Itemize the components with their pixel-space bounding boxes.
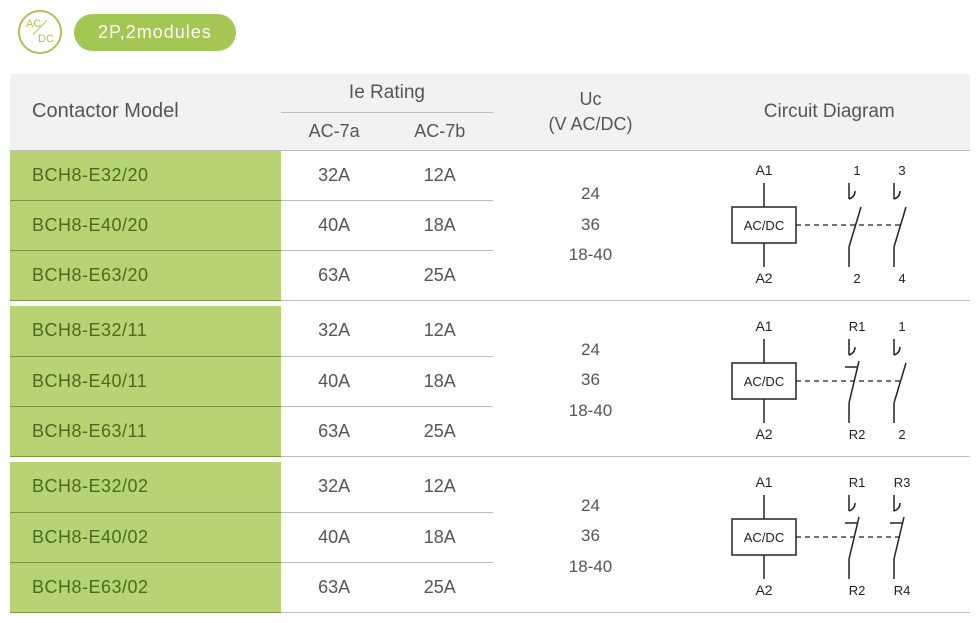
svg-text:A2: A2	[756, 582, 773, 598]
hdr-uc-l2: (V AC/DC)	[549, 114, 633, 134]
svg-text:A2: A2	[756, 426, 773, 442]
ac7b-cell: 25A	[387, 406, 493, 456]
table-row: BCH8-E32/0232A12A243618-40A1A2AC/DCR1R2R…	[10, 462, 970, 512]
uc-cell: 243618-40	[493, 150, 689, 300]
ac7b-cell: 12A	[387, 150, 493, 200]
svg-text:R1: R1	[849, 475, 866, 490]
ac7b-cell: 18A	[387, 512, 493, 562]
svg-text:2: 2	[854, 271, 861, 286]
model-cell: BCH8-E40/20	[10, 200, 281, 250]
table-row: BCH8-E32/2032A12A243618-40A1A2AC/DC1234	[10, 150, 970, 200]
table: Contactor Model Ie Rating Uc (V AC/DC) C…	[10, 74, 970, 613]
circuit-cell: A1 A2 AC/DC R1 R2 1 2	[689, 306, 970, 456]
svg-text:R1: R1	[849, 319, 866, 334]
circuit-cell: A1 A2 AC/DC 1 2 3 4	[689, 150, 970, 300]
svg-text:A2: A2	[756, 270, 773, 286]
hdr-model: Contactor Model	[10, 74, 281, 150]
ac7a-cell: 63A	[281, 562, 387, 612]
ac7b-cell: 18A	[387, 200, 493, 250]
svg-text:AC/DC: AC/DC	[744, 374, 784, 389]
ac7a-cell: 40A	[281, 200, 387, 250]
table-header: Contactor Model Ie Rating Uc (V AC/DC) C…	[10, 74, 970, 150]
svg-text:3: 3	[899, 163, 906, 178]
svg-text:A1: A1	[756, 162, 773, 178]
ac7a-cell: 32A	[281, 462, 387, 512]
hdr-uc-l1: Uc	[580, 89, 602, 109]
model-cell: BCH8-E32/02	[10, 462, 281, 512]
model-cell: BCH8-E63/02	[10, 562, 281, 612]
svg-text:R2: R2	[849, 583, 866, 598]
svg-text:A1: A1	[756, 474, 773, 490]
model-cell: BCH8-E32/11	[10, 306, 281, 356]
ac7a-cell: 32A	[281, 150, 387, 200]
model-cell: BCH8-E63/20	[10, 250, 281, 300]
pill-badge: 2P,2modules	[74, 14, 236, 51]
model-cell: BCH8-E63/11	[10, 406, 281, 456]
ac7a-cell: 40A	[281, 512, 387, 562]
svg-text:4: 4	[899, 271, 906, 286]
ac7a-cell: 63A	[281, 406, 387, 456]
acdc-bottom: DC	[38, 34, 54, 45]
ac7b-cell: 18A	[387, 356, 493, 406]
svg-text:R3: R3	[894, 475, 911, 490]
svg-text:R2: R2	[849, 427, 866, 442]
uc-cell: 243618-40	[493, 306, 689, 456]
svg-text:1: 1	[899, 319, 906, 334]
ac7b-cell: 12A	[387, 462, 493, 512]
ac7b-cell: 25A	[387, 250, 493, 300]
model-cell: BCH8-E40/02	[10, 512, 281, 562]
model-cell: BCH8-E32/20	[10, 150, 281, 200]
svg-text:1: 1	[854, 163, 861, 178]
circuit-cell: A1 A2 AC/DC R1 R2 R3 R4	[689, 462, 970, 612]
table-body: BCH8-E32/2032A12A243618-40A1A2AC/DC1234B…	[10, 150, 970, 612]
ac7b-cell: 12A	[387, 306, 493, 356]
acdc-badge-text: AC DC	[32, 21, 48, 43]
spec-table: Contactor Model Ie Rating Uc (V AC/DC) C…	[10, 74, 970, 613]
svg-text:AC/DC: AC/DC	[744, 530, 784, 545]
acdc-badge: AC DC	[18, 10, 62, 54]
svg-text:2: 2	[899, 427, 906, 442]
hdr-ac7a: AC-7a	[281, 112, 387, 150]
ac7a-cell: 32A	[281, 306, 387, 356]
header-badges: AC DC 2P,2modules	[18, 10, 969, 54]
svg-text:R4: R4	[894, 583, 911, 598]
ac7a-cell: 40A	[281, 356, 387, 406]
table-row: BCH8-E32/1132A12A243618-40A1A2AC/DCR1R21…	[10, 306, 970, 356]
hdr-uc: Uc (V AC/DC)	[493, 74, 689, 150]
hdr-circ: Circuit Diagram	[689, 74, 970, 150]
svg-text:A1: A1	[756, 318, 773, 334]
ac7b-cell: 25A	[387, 562, 493, 612]
model-cell: BCH8-E40/11	[10, 356, 281, 406]
svg-text:AC/DC: AC/DC	[744, 218, 784, 233]
ac7a-cell: 63A	[281, 250, 387, 300]
hdr-ac7b: AC-7b	[387, 112, 493, 150]
hdr-ie: Ie Rating	[281, 74, 492, 112]
uc-cell: 243618-40	[493, 462, 689, 612]
